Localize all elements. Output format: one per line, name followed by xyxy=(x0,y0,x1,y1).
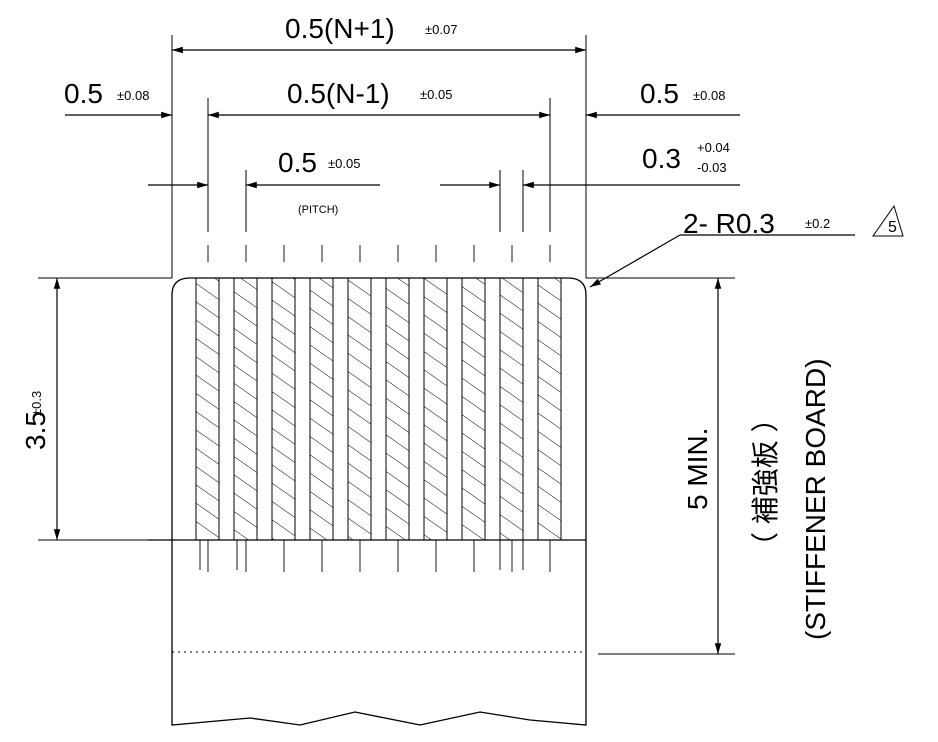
pad xyxy=(423,277,448,541)
pad xyxy=(461,277,486,541)
overall-width-tolerance: ±0.07 xyxy=(425,22,457,37)
pad-group xyxy=(195,245,562,572)
pad-length-tolerance: ±0.3 xyxy=(29,391,44,416)
stiffener-min-label: 5 MIN. xyxy=(682,428,713,510)
left-margin-label: 0.5 xyxy=(64,78,103,109)
span-label: 0.5(N-1) xyxy=(287,78,390,109)
pad-width-label: 0.3 xyxy=(642,143,681,174)
radius-label: 2- R0.3 xyxy=(683,208,775,239)
fpc-outline xyxy=(171,277,587,726)
pad xyxy=(233,277,258,541)
span-tolerance: ±0.05 xyxy=(420,87,452,102)
right-margin-label: 0.5 xyxy=(640,78,679,109)
right-margin-tolerance: ±0.08 xyxy=(693,88,725,103)
extension-lines xyxy=(38,35,735,655)
pad xyxy=(499,277,524,541)
pad xyxy=(195,277,220,541)
dimension-lines xyxy=(53,46,855,654)
pitch-note: (PITCH) xyxy=(298,204,338,216)
pad xyxy=(537,277,562,541)
note-triangle-icon xyxy=(872,204,904,237)
left-margin-tolerance: ±0.08 xyxy=(117,88,149,103)
pad-width-tolerance-minus: -0.03 xyxy=(697,160,727,175)
overall-width-label: 0.5(N+1) xyxy=(285,13,395,44)
pad-width-tolerance-plus: +0.04 xyxy=(697,140,730,155)
pad xyxy=(347,277,372,541)
pad-length-label: 3.5 xyxy=(20,411,51,450)
pad xyxy=(271,277,296,541)
pitch-label: 0.5 xyxy=(278,147,317,178)
pitch-tolerance: ±0.05 xyxy=(328,156,360,171)
stiffener-cn-label: （ 補強板 ） xyxy=(750,404,781,560)
radius-tolerance: ±0.2 xyxy=(805,216,830,231)
stiffener-en-label: (STIFFENER BOARD) xyxy=(800,358,831,640)
note-marker: 5 xyxy=(888,219,897,236)
pad xyxy=(309,277,334,541)
pad xyxy=(385,277,410,541)
